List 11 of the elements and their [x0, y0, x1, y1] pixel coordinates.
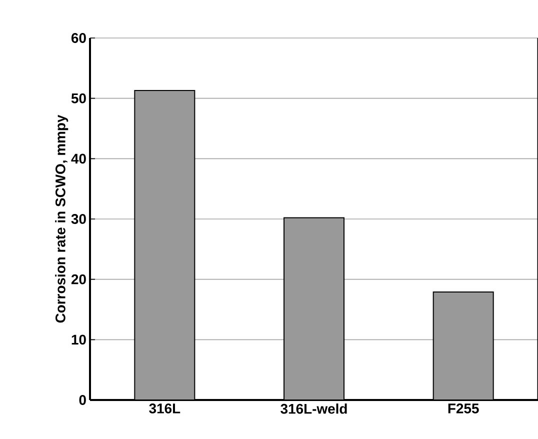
y-tick-label: 60 [71, 33, 86, 43]
y-tick-label: 10 [72, 334, 86, 345]
y-tick-label: 20 [71, 274, 86, 284]
y-axis-title: Corrosion rate in SCWO, mmpy [55, 114, 68, 323]
y-tick-label: 40 [71, 154, 86, 164]
y-tick-label: 0 [79, 395, 86, 405]
y-tick-label: 50 [71, 93, 86, 104]
y-tick-label: 30 [71, 214, 86, 224]
x-tick-label: 316L [149, 404, 180, 414]
x-tick-label: F255 [448, 404, 479, 414]
x-tick-label: 316L-weld [280, 404, 347, 414]
